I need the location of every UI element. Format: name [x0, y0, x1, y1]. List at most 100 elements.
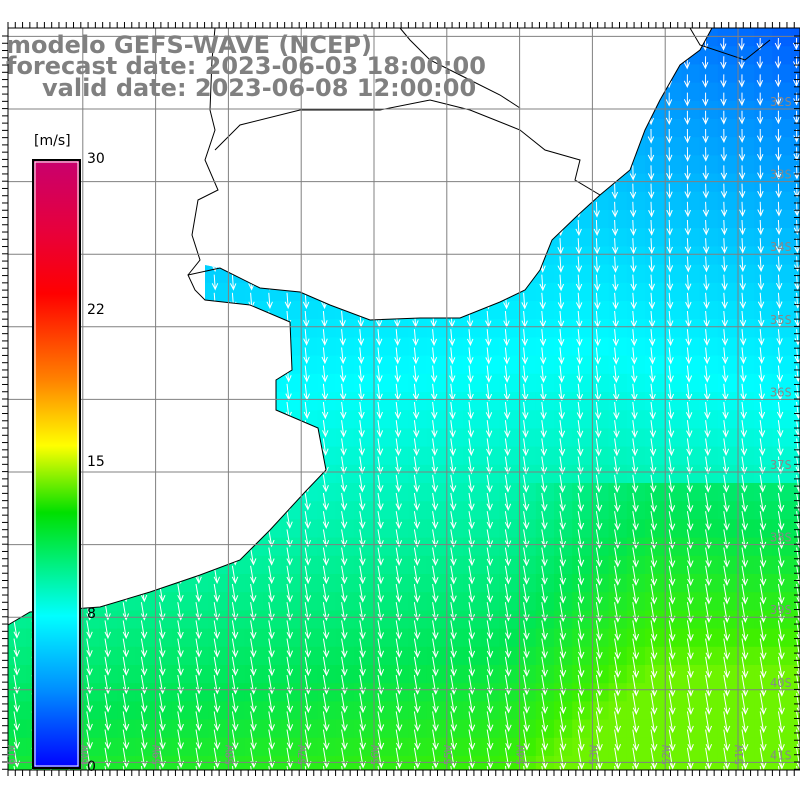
wind-arrow	[194, 365, 201, 383]
wind-arrow	[667, 347, 674, 365]
wind-arrow	[485, 365, 492, 383]
wind-arrow	[559, 765, 567, 770]
wind-arrow	[450, 620, 457, 640]
wind-arrow	[231, 456, 238, 474]
wind-arrow	[647, 147, 655, 163]
wind-arrow	[13, 474, 20, 492]
wind-arrow	[723, 747, 731, 770]
wind-arrow	[120, 219, 127, 236]
wind-arrow	[175, 329, 183, 346]
wind-arrow	[632, 638, 640, 660]
wind-arrow	[177, 693, 184, 713]
wind-arrow	[394, 365, 401, 383]
wind-arrow	[559, 583, 567, 604]
wind-arrow	[523, 547, 530, 567]
wind-arrow	[541, 620, 548, 641]
wind-arrow	[777, 420, 784, 438]
wind-arrow	[12, 347, 19, 364]
wind-arrow	[195, 583, 202, 603]
wind-arrow	[558, 365, 565, 384]
wind-arrow	[686, 656, 694, 679]
wind-arrow	[722, 365, 729, 383]
wind-arrow	[650, 511, 658, 531]
wind-arrow	[268, 711, 275, 732]
wind-arrow	[140, 711, 148, 732]
wind-arrow	[777, 602, 785, 624]
wind-arrow	[377, 729, 385, 751]
wind-arrow	[539, 347, 547, 365]
wind-arrow	[304, 492, 311, 511]
wind-arrow	[268, 638, 275, 658]
wind-arrow	[374, 165, 382, 181]
wind-arrow	[432, 547, 439, 567]
wind-arrow	[341, 583, 348, 603]
wind-arrow	[740, 456, 748, 475]
wind-arrow	[68, 765, 75, 770]
wind-arrow	[359, 711, 366, 732]
wind-arrow	[268, 529, 275, 548]
wind-arrow	[647, 128, 655, 144]
wind-arrow	[577, 638, 585, 660]
wind-arrow	[377, 656, 385, 677]
wind-arrow	[501, 56, 509, 71]
wind-arrow	[723, 511, 730, 531]
wind-arrow	[632, 565, 639, 587]
wind-arrow	[359, 656, 366, 677]
wind-arrow	[759, 456, 766, 475]
wind-arrow	[450, 529, 457, 548]
wind-arrow	[429, 165, 436, 181]
wind-arrow	[140, 474, 147, 493]
wind-arrow	[541, 511, 548, 530]
wind-arrow	[231, 620, 239, 640]
wind-arrow	[484, 256, 492, 273]
wind-arrow	[413, 583, 421, 603]
wind-arrow	[632, 511, 639, 531]
wind-arrow	[703, 274, 710, 291]
wind-arrow	[738, 56, 745, 70]
wind-arrow	[85, 474, 93, 492]
wind-arrow	[175, 219, 182, 236]
wind-arrow	[723, 620, 731, 642]
wind-arrow	[122, 529, 129, 548]
wind-arrow	[594, 383, 602, 402]
wind-arrow	[777, 729, 785, 752]
wind-arrow	[704, 438, 711, 457]
lat-label: 35S	[770, 313, 792, 327]
wind-arrow	[612, 329, 620, 347]
wind-arrow	[593, 256, 601, 273]
wind-arrow	[177, 511, 184, 529]
wind-arrow	[520, 165, 527, 181]
wind-arrow	[540, 456, 548, 475]
wind-arrow	[611, 110, 618, 126]
wind-arrow	[377, 547, 384, 566]
wind-arrow	[538, 37, 545, 52]
wind-arrow	[193, 329, 201, 346]
wind-arrow	[668, 492, 676, 513]
wind-arrow	[84, 329, 92, 346]
wind-arrow	[413, 693, 421, 714]
wind-arrow	[86, 565, 93, 584]
wind-arrow	[250, 765, 257, 770]
wind-arrow	[758, 347, 765, 365]
wind-arrow	[285, 438, 293, 456]
wind-arrow	[450, 747, 458, 769]
wind-arrow	[195, 638, 202, 658]
wind-arrow	[304, 456, 311, 475]
wind-arrow	[266, 219, 273, 236]
wind-arrow	[739, 219, 746, 236]
wind-arrow	[777, 711, 785, 734]
wind-arrow	[467, 420, 475, 438]
wind-arrow	[595, 656, 603, 678]
wind-arrow	[650, 602, 658, 624]
wind-arrow	[341, 656, 348, 677]
wind-arrow	[194, 347, 201, 364]
wind-arrow	[720, 74, 727, 88]
wind-arrow	[86, 583, 93, 603]
wind-arrow	[411, 128, 418, 144]
wind-arrow	[139, 347, 146, 364]
wind-arrow	[595, 638, 603, 660]
wind-arrow	[668, 693, 676, 715]
wind-arrow	[322, 583, 330, 603]
wind-arrow	[247, 165, 254, 181]
wind-arrow	[230, 401, 238, 420]
